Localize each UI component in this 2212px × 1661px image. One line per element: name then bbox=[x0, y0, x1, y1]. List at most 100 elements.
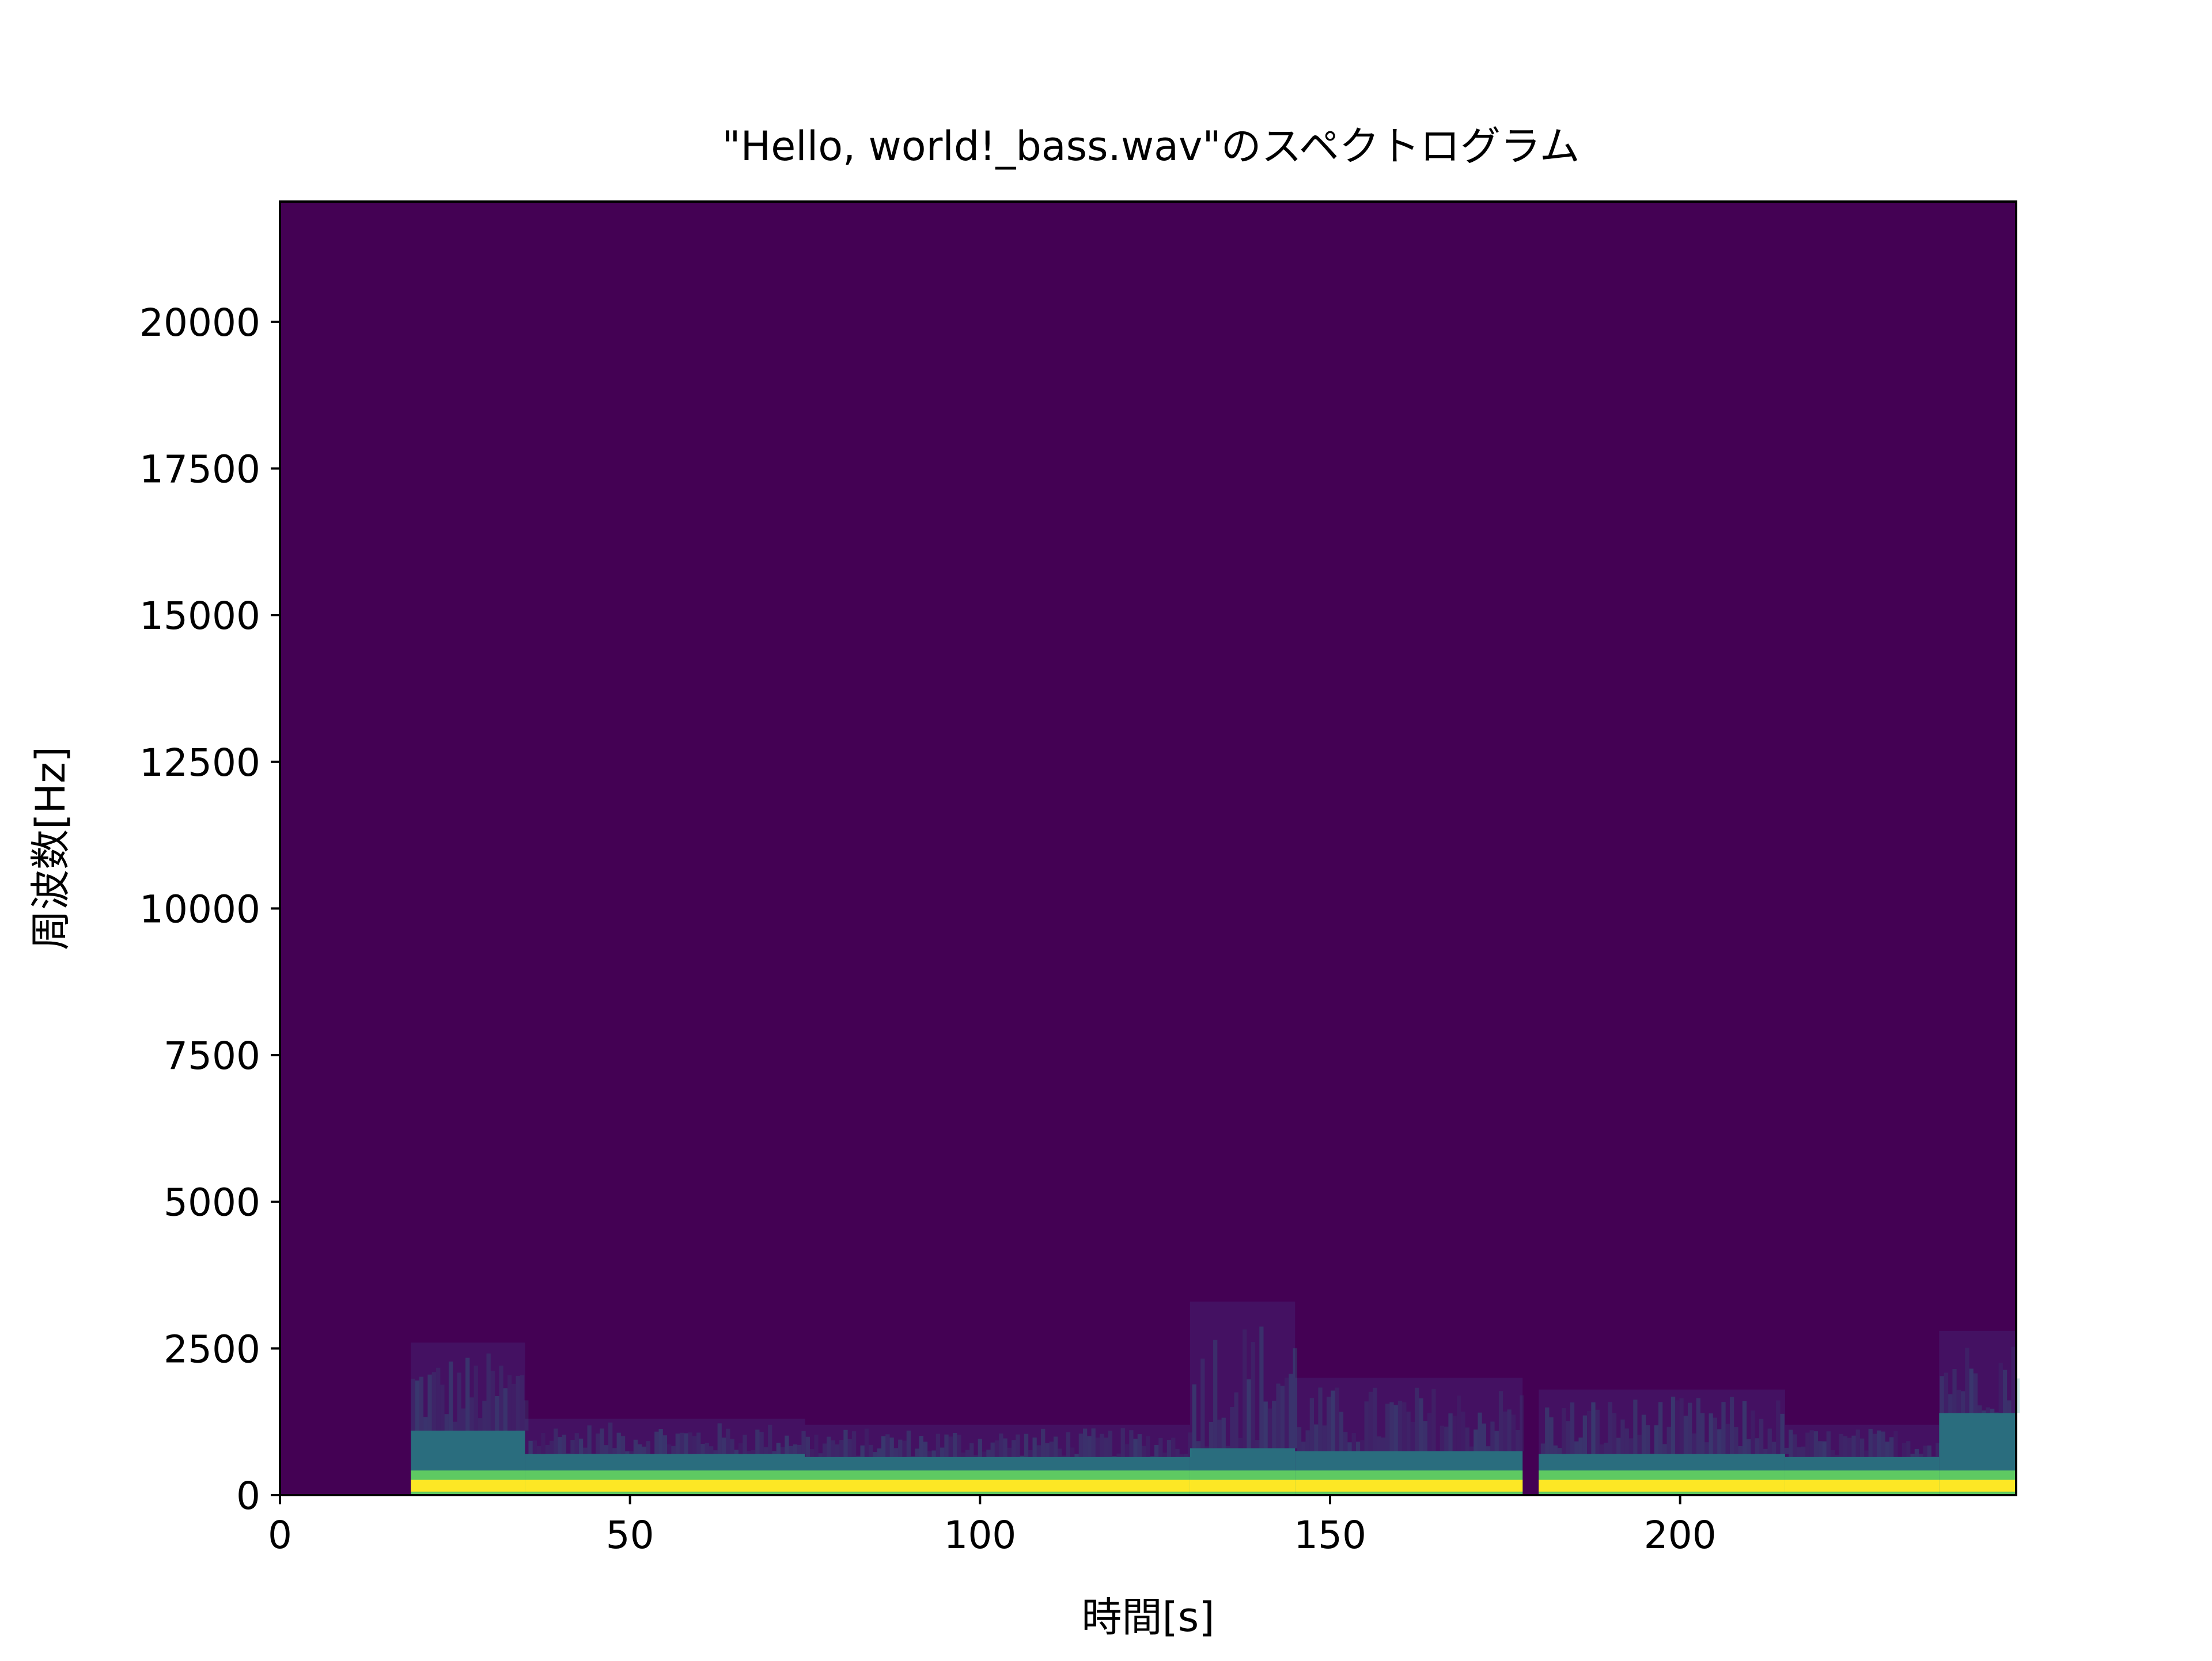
spectrogram-column-140 bbox=[999, 1434, 1003, 1457]
spectrogram-column-288 bbox=[1638, 1435, 1642, 1454]
spectrogram-column-53 bbox=[634, 1440, 638, 1454]
spectrogram-column-170 bbox=[1125, 1444, 1129, 1457]
spectrogram-column-105 bbox=[852, 1431, 856, 1457]
spectrogram-column-231 bbox=[1381, 1438, 1385, 1451]
spectrogram-column-113 bbox=[885, 1434, 889, 1457]
spectrogram-column-266 bbox=[1545, 1408, 1549, 1454]
spectrogram-column-18 bbox=[487, 1353, 491, 1431]
spectrogram-column-112 bbox=[881, 1436, 885, 1457]
spectrogram-column-277 bbox=[1591, 1402, 1595, 1454]
spectrogram-column-195 bbox=[1230, 1407, 1234, 1448]
spectrogram-column-63 bbox=[676, 1434, 680, 1454]
spectrogram-column-347 bbox=[1885, 1442, 1889, 1457]
spectrogram-column-180 bbox=[1167, 1440, 1171, 1457]
spectrogram-column-40 bbox=[579, 1439, 583, 1454]
spectrogram-column-252 bbox=[1469, 1447, 1474, 1451]
spectrogram-column-118 bbox=[907, 1431, 911, 1457]
spectrogram-column-77 bbox=[734, 1450, 738, 1454]
spectrogram-column-78 bbox=[738, 1443, 743, 1454]
spectrogram-column-365 bbox=[1961, 1391, 1965, 1413]
spectrogram-column-342 bbox=[1864, 1451, 1868, 1457]
spectrogram-column-159 bbox=[1079, 1434, 1083, 1457]
spectrogram-column-29 bbox=[533, 1440, 537, 1454]
spectrogram-column-333 bbox=[1827, 1431, 1831, 1457]
spectrogram-column-17 bbox=[482, 1401, 486, 1431]
spectrogram-column-358 bbox=[1931, 1456, 1936, 1457]
spectrogram-column-366 bbox=[1965, 1348, 1969, 1413]
spectrogram-column-273 bbox=[1574, 1442, 1578, 1454]
spectrogram-column-172 bbox=[1133, 1439, 1137, 1457]
spectrogram-column-227 bbox=[1365, 1401, 1369, 1451]
spectrogram-column-131 bbox=[961, 1453, 965, 1457]
spectrogram-column-298 bbox=[1679, 1398, 1683, 1454]
spectrogram-column-158 bbox=[1074, 1454, 1078, 1457]
spectrogram-column-284 bbox=[1620, 1420, 1624, 1454]
spectrogram-column-94 bbox=[806, 1437, 810, 1457]
spectrogram-column-58 bbox=[654, 1432, 658, 1454]
spectrogram-column-62 bbox=[671, 1446, 675, 1454]
spectrogram-column-152 bbox=[1050, 1442, 1054, 1457]
spectrogram-column-155 bbox=[1062, 1455, 1066, 1457]
spectrogram-column-181 bbox=[1171, 1438, 1175, 1457]
spectrogram-column-90 bbox=[789, 1446, 793, 1454]
spectrogram-column-296 bbox=[1671, 1397, 1675, 1454]
spectrogram-column-198 bbox=[1243, 1329, 1247, 1448]
spectrogram-column-12 bbox=[461, 1409, 465, 1431]
spectrogram-column-351 bbox=[1902, 1443, 1906, 1457]
spectrogram-column-73 bbox=[718, 1423, 722, 1454]
spectrogram-column-293 bbox=[1658, 1402, 1662, 1454]
spectrogram-column-111 bbox=[877, 1448, 881, 1457]
spectrogram-column-354 bbox=[1915, 1449, 1919, 1457]
spectrogram-column-219 bbox=[1331, 1391, 1335, 1451]
spectrogram-column-311 bbox=[1734, 1427, 1738, 1454]
spectrogram-column-128 bbox=[949, 1436, 953, 1457]
spectrogram-column-1 bbox=[415, 1381, 419, 1431]
y-tick-label-3: 7500 bbox=[164, 1034, 260, 1078]
spectrogram-column-290 bbox=[1646, 1425, 1650, 1454]
spectrogram-column-218 bbox=[1327, 1397, 1331, 1451]
spectrogram-column-294 bbox=[1662, 1444, 1666, 1454]
spectrogram-column-80 bbox=[747, 1451, 751, 1454]
spectrogram-column-35 bbox=[558, 1437, 562, 1454]
spectrogram-column-20 bbox=[495, 1396, 499, 1431]
spectrogram-column-370 bbox=[1982, 1410, 1986, 1413]
spectrogram-column-336 bbox=[1839, 1434, 1843, 1457]
spectrogram-column-153 bbox=[1054, 1436, 1058, 1457]
spectrogram-column-329 bbox=[1809, 1430, 1813, 1457]
spectrogram-column-312 bbox=[1738, 1446, 1743, 1454]
spectrogram-column-377 bbox=[2011, 1347, 2015, 1413]
spectrogram-column-304 bbox=[1705, 1442, 1709, 1454]
spectrogram-column-162 bbox=[1092, 1428, 1096, 1457]
spectrogram-column-177 bbox=[1154, 1445, 1158, 1457]
spectrogram-column-168 bbox=[1116, 1454, 1120, 1457]
spectrogram-column-15 bbox=[474, 1366, 478, 1431]
spectrogram-band-peak-3 bbox=[1190, 1480, 1295, 1492]
spectrogram-column-203 bbox=[1264, 1402, 1268, 1448]
spectrogram-column-318 bbox=[1763, 1449, 1767, 1454]
spectrogram-column-167 bbox=[1112, 1456, 1116, 1457]
spectrogram-column-274 bbox=[1578, 1438, 1582, 1454]
spectrogram-column-313 bbox=[1743, 1401, 1747, 1454]
y-tick-label-4: 10000 bbox=[139, 887, 260, 931]
spectrogram-column-295 bbox=[1667, 1427, 1671, 1454]
spectrogram-column-75 bbox=[726, 1429, 730, 1454]
spectrogram-column-14 bbox=[469, 1397, 474, 1431]
spectrogram-column-221 bbox=[1339, 1412, 1343, 1451]
spectrogram-column-323 bbox=[1785, 1448, 1789, 1454]
spectrogram-column-163 bbox=[1096, 1438, 1100, 1457]
spectrogram-column-70 bbox=[705, 1443, 709, 1454]
spectrogram-column-157 bbox=[1070, 1447, 1074, 1457]
spectrogram-column-169 bbox=[1121, 1428, 1125, 1457]
spectrogram-column-308 bbox=[1721, 1402, 1725, 1454]
spectrogram-column-352 bbox=[1906, 1441, 1910, 1457]
spectrogram-column-147 bbox=[1028, 1450, 1032, 1457]
spectrogram-column-236 bbox=[1402, 1402, 1406, 1451]
spectrogram-column-238 bbox=[1411, 1422, 1415, 1451]
spectrogram-band-peak-5 bbox=[1539, 1480, 1785, 1492]
spectrogram-column-281 bbox=[1608, 1402, 1612, 1454]
spectrogram-column-212 bbox=[1301, 1442, 1305, 1451]
spectrogram-band-peak-0 bbox=[411, 1480, 525, 1492]
spectrogram-column-188 bbox=[1200, 1359, 1205, 1448]
spectrogram-column-348 bbox=[1889, 1437, 1893, 1457]
spectrogram-column-93 bbox=[801, 1431, 805, 1454]
